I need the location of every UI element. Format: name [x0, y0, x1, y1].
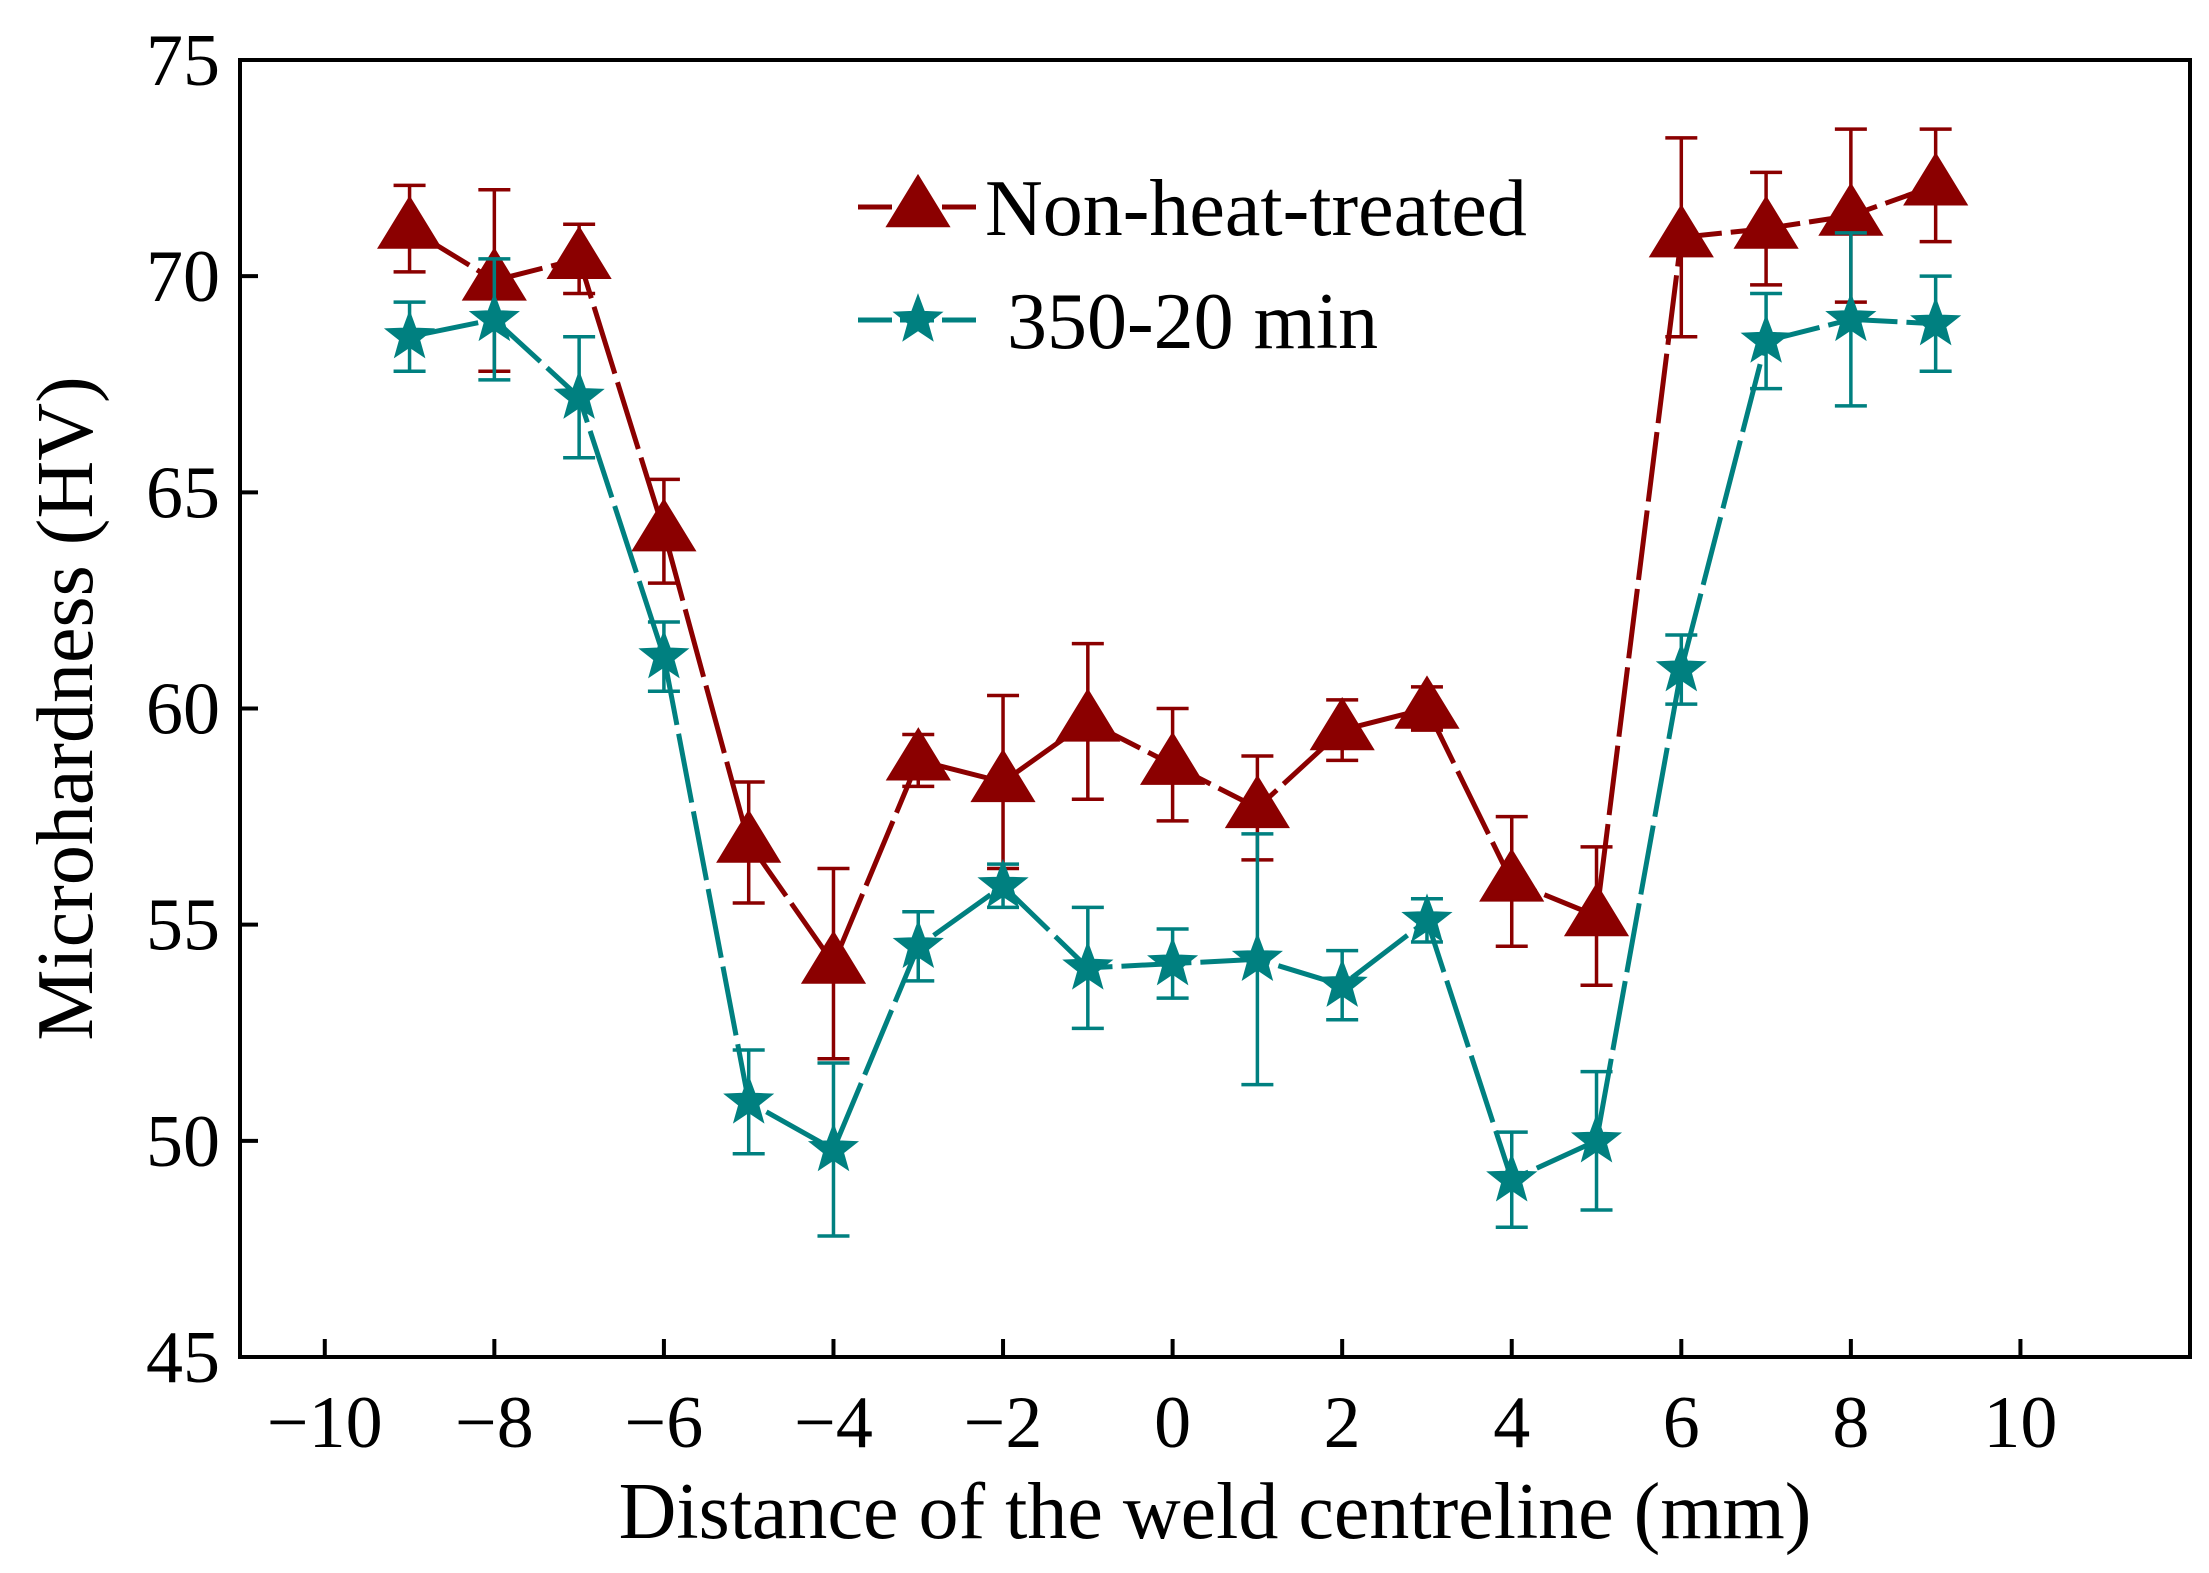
data-point-star: [468, 292, 520, 342]
data-point-triangle: [1140, 731, 1206, 785]
data-point-star: [1147, 936, 1199, 986]
y-tick-label: 50: [146, 1101, 220, 1183]
legend-marker-triangle: [885, 173, 951, 228]
y-axis: 45 50 55 60 65 70 75: [146, 20, 258, 1399]
legend-item-non-heat-treated: Non-heat-treated: [858, 165, 1527, 253]
x-tick-label: 10: [1983, 1382, 2057, 1464]
x-tick-label: −6: [625, 1382, 704, 1464]
legend: Non-heat-treated 350-20 min: [858, 165, 1527, 366]
x-tick-label: 8: [1832, 1382, 1869, 1464]
data-point-triangle: [800, 930, 867, 984]
y-tick-label: 65: [146, 452, 220, 534]
y-tick-label: 75: [146, 20, 220, 102]
legend-label-350-20-min: 350-20 min: [1007, 278, 1378, 366]
data-point-star: [1825, 292, 1877, 342]
data-point-star: [1910, 296, 1962, 346]
x-tick-label: 6: [1663, 1382, 1700, 1464]
data-point-star: [1316, 958, 1368, 1007]
x-tick-label: −8: [455, 1382, 534, 1464]
data-point-triangle: [970, 748, 1036, 803]
data-point-star: [1062, 941, 1114, 990]
legend-item-350-20-min: 350-20 min: [858, 278, 1378, 366]
data-point-star: [383, 309, 436, 359]
data-point-triangle: [1733, 195, 1799, 249]
data-point-triangle: [1224, 774, 1290, 829]
series-350-20-min: [383, 231, 1962, 1238]
data-point-star: [638, 629, 690, 679]
data-point-triangle: [1648, 204, 1714, 258]
legend-label-non-heat-treated: Non-heat-treated: [985, 165, 1527, 253]
legend-marker-star: [892, 293, 944, 342]
x-tick-label: 4: [1493, 1382, 1530, 1464]
data-point-star: [807, 1122, 860, 1172]
data-point-star: [1401, 893, 1453, 943]
data-point-triangle: [1563, 882, 1630, 937]
legend-marker-triangle-icon: [885, 173, 951, 228]
y-tick-label: 55: [146, 885, 220, 967]
data-point-star: [553, 370, 605, 419]
data-point-star: [892, 919, 944, 969]
x-tick-label: −10: [267, 1382, 383, 1464]
data-point-star: [723, 1075, 775, 1124]
data-point-triangle: [1903, 152, 1969, 206]
data-point-triangle: [1479, 848, 1545, 902]
data-point-triangle: [377, 195, 443, 249]
data-point-triangle: [631, 498, 697, 552]
data-point-star: [1740, 314, 1792, 363]
data-point-triangle: [885, 727, 951, 781]
plot-frame: [238, 58, 2192, 1359]
data-point-star: [1570, 1113, 1623, 1163]
data-point-star: [1655, 642, 1707, 692]
data-point-triangle: [1309, 696, 1375, 751]
x-axis: −10 −8 −6 −4 −2 0 2 4 6 8 10: [267, 1339, 2057, 1464]
x-tick-label: −4: [794, 1382, 873, 1464]
data-point-star: [977, 858, 1029, 908]
y-tick-label: 60: [146, 669, 220, 751]
series-layer: [377, 127, 1969, 1238]
data-point-star: [1231, 932, 1283, 982]
x-tick-label: 2: [1324, 1382, 1361, 1464]
legend-marker-star-icon: [892, 293, 944, 342]
series-non-heat-treated: [377, 127, 1969, 1061]
x-axis-title: Distance of the weld centreline (mm): [619, 1468, 1812, 1556]
data-point-triangle: [716, 809, 782, 863]
y-axis-title: Microhardness (HV): [22, 376, 110, 1040]
data-point-triangle: [1394, 675, 1460, 729]
y-tick-label: 45: [146, 1317, 220, 1399]
data-point-star: [1486, 1152, 1538, 1202]
x-tick-label: −2: [964, 1382, 1043, 1464]
data-point-triangle: [546, 225, 612, 279]
data-point-triangle: [1055, 688, 1121, 742]
y-tick-label: 70: [146, 236, 220, 318]
x-tick-label: 0: [1154, 1382, 1191, 1464]
